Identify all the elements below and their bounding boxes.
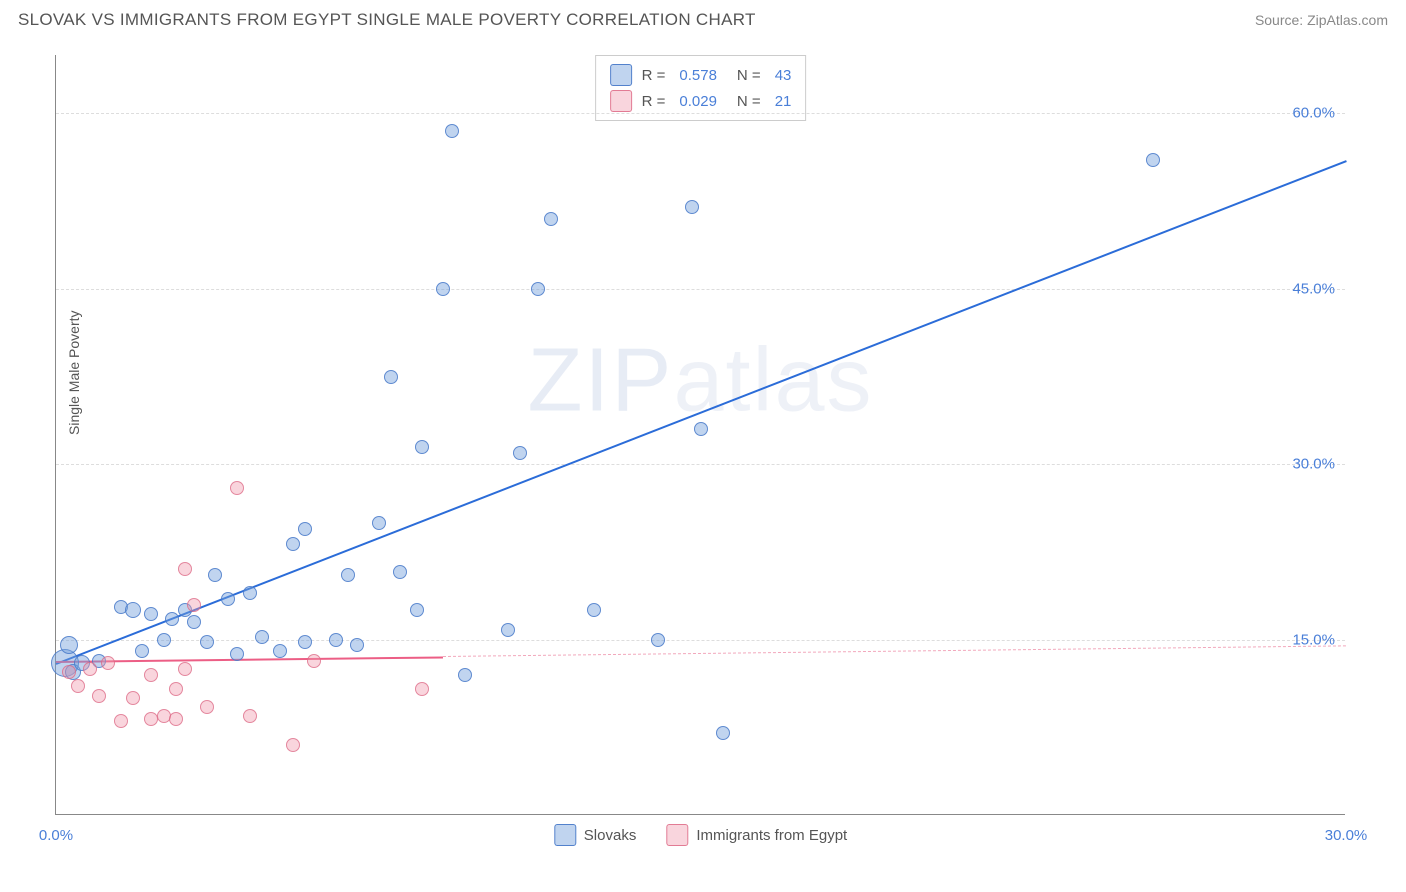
scatter-point-slovaks [273,644,287,658]
scatter-point-slovaks [200,635,214,649]
scatter-point-slovaks [157,633,171,647]
title-bar: SLOVAK VS IMMIGRANTS FROM EGYPT SINGLE M… [0,0,1406,38]
scatter-point-slovaks [60,636,78,654]
scatter-point-egypt [200,700,214,714]
scatter-point-egypt [187,598,201,612]
scatter-point-egypt [71,679,85,693]
scatter-point-slovaks [651,633,665,647]
scatter-point-egypt [169,682,183,696]
scatter-point-slovaks [384,370,398,384]
gridline [56,464,1345,465]
scatter-point-slovaks [165,612,179,626]
scatter-point-egypt [126,691,140,705]
scatter-point-egypt [92,689,106,703]
r-label: R = [642,67,666,84]
scatter-point-egypt [178,562,192,576]
scatter-point-slovaks [458,668,472,682]
watermark: ZIPatlas [527,330,873,433]
scatter-point-egypt [178,662,192,676]
n-label: N = [737,67,761,84]
scatter-point-slovaks [694,422,708,436]
gridline [56,289,1345,290]
y-tick-label: 60.0% [1292,105,1335,122]
legend-swatch-pink [666,824,688,846]
scatter-point-slovaks [531,282,545,296]
scatter-point-egypt [83,662,97,676]
scatter-point-egypt [62,665,76,679]
legend-item-slovaks: Slovaks [554,824,637,846]
scatter-point-egypt [101,656,115,670]
x-tick-label: 30.0% [1325,827,1368,844]
x-tick-label: 0.0% [39,827,73,844]
r-value: 0.578 [679,67,717,84]
scatter-point-slovaks [587,603,601,617]
scatter-point-slovaks [501,623,515,637]
scatter-point-slovaks [1146,153,1160,167]
gridline [56,113,1345,114]
y-tick-label: 45.0% [1292,280,1335,297]
scatter-point-egypt [144,712,158,726]
legend-swatch-blue [554,824,576,846]
scatter-point-slovaks [685,200,699,214]
y-tick-label: 30.0% [1292,456,1335,473]
legend-correlation: R = 0.578 N = 43 R = 0.029 N = 21 [595,55,807,121]
chart-title: SLOVAK VS IMMIGRANTS FROM EGYPT SINGLE M… [18,10,756,30]
legend-row-egypt: R = 0.029 N = 21 [610,88,792,114]
scatter-point-slovaks [410,603,424,617]
scatter-point-egypt [169,712,183,726]
scatter-point-egypt [157,709,171,723]
scatter-point-slovaks [415,440,429,454]
scatter-point-slovaks [208,568,222,582]
scatter-point-slovaks [135,644,149,658]
scatter-point-egypt [230,481,244,495]
scatter-point-slovaks [125,602,141,618]
scatter-point-slovaks [436,282,450,296]
scatter-point-slovaks [341,568,355,582]
scatter-point-slovaks [350,638,364,652]
gridline [56,640,1345,641]
scatter-point-slovaks [329,633,343,647]
y-axis-label: Single Male Poverty [66,310,82,435]
scatter-point-slovaks [513,446,527,460]
scatter-chart: ZIPatlas Single Male Poverty R = 0.578 N… [55,55,1345,815]
n-label: N = [737,93,761,110]
scatter-point-slovaks [243,586,257,600]
r-label: R = [642,93,666,110]
scatter-point-slovaks [716,726,730,740]
scatter-point-slovaks [144,607,158,621]
scatter-point-egypt [114,714,128,728]
legend-item-egypt: Immigrants from Egypt [666,824,847,846]
n-value: 21 [775,93,792,110]
scatter-point-slovaks [286,537,300,551]
source-attribution: Source: ZipAtlas.com [1255,12,1388,28]
scatter-point-slovaks [544,212,558,226]
scatter-point-egypt [415,682,429,696]
legend-swatch-pink [610,90,632,112]
scatter-point-slovaks [298,635,312,649]
legend-row-slovaks: R = 0.578 N = 43 [610,62,792,88]
legend-swatch-blue [610,64,632,86]
scatter-point-egypt [144,668,158,682]
regression-line-egypt-extrapolated [443,645,1346,657]
scatter-point-egypt [286,738,300,752]
legend-label: Immigrants from Egypt [696,827,847,844]
scatter-point-slovaks [255,630,269,644]
scatter-point-slovaks [298,522,312,536]
scatter-point-slovaks [221,592,235,606]
n-value: 43 [775,67,792,84]
scatter-point-slovaks [445,124,459,138]
r-value: 0.029 [679,93,717,110]
scatter-point-slovaks [393,565,407,579]
scatter-point-slovaks [230,647,244,661]
scatter-point-slovaks [372,516,386,530]
scatter-point-egypt [307,654,321,668]
legend-label: Slovaks [584,827,637,844]
scatter-point-egypt [243,709,257,723]
legend-series: Slovaks Immigrants from Egypt [554,824,847,846]
scatter-point-slovaks [187,615,201,629]
